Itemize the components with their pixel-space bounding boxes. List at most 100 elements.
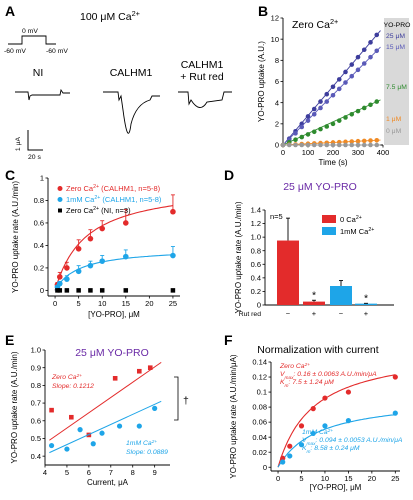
panel-c-fit-curve-zero-ca bbox=[54, 205, 173, 291]
panel-b-label: B bbox=[258, 3, 268, 19]
panel-e-label: E bbox=[5, 332, 14, 348]
panel-c-label: C bbox=[5, 167, 15, 183]
panel-e-data-point bbox=[90, 441, 96, 447]
panel-b-data-point bbox=[318, 126, 323, 132]
panel-e-x-tick-label: 5 bbox=[65, 468, 69, 477]
panel-b-y-axis-label: YO-PRO uptake (A.U.) bbox=[257, 41, 266, 122]
scale-bar bbox=[27, 130, 43, 151]
panel-d-significance-star: * bbox=[364, 292, 368, 304]
condition-rut-red-label: + Rut red bbox=[180, 71, 224, 83]
panel-b-data-point bbox=[293, 137, 298, 143]
panel-b-data-point bbox=[330, 142, 336, 148]
panel-f-y-tick-label: 0.12 bbox=[252, 373, 267, 382]
panel-c-x-tick-label: 15 bbox=[122, 299, 130, 308]
panel-b-data-point bbox=[324, 142, 330, 148]
panel-d-y-axis-label: YO-PRO uptake rate (A.U./min) bbox=[234, 201, 243, 313]
scale-bar-x-label: 20 s bbox=[28, 154, 41, 161]
panel-e-data-point bbox=[116, 423, 123, 429]
current-trace-calhm1-rut bbox=[178, 91, 232, 108]
panel-d-label: D bbox=[224, 167, 234, 183]
panel-c-data-point bbox=[170, 252, 176, 259]
panel-c-data-point bbox=[99, 288, 105, 293]
panel-e-data-point bbox=[147, 365, 153, 370]
panel-c-y-tick-label: 0.8 bbox=[34, 196, 44, 205]
panel-b-data-point bbox=[343, 80, 348, 85]
panel-e-x-tick-label: 8 bbox=[131, 468, 135, 477]
panel-f-series-label: 1mM Ca2+ bbox=[302, 428, 333, 437]
panel-c-legend-item: Zero Ca2+ (NI, n=3) bbox=[66, 206, 131, 215]
panel-e-x-tick-label: 9 bbox=[153, 468, 157, 477]
panel-b-data-point bbox=[355, 142, 361, 148]
condition-calhm1-rut-label: CALHM1 bbox=[181, 59, 224, 71]
panel-e-x-axis-label: Current, μA bbox=[87, 478, 129, 487]
current-trace-calhm1 bbox=[103, 91, 160, 134]
panel-c-legend-item: 1mM Ca2+ (CALHM1, n=5-8) bbox=[66, 195, 162, 204]
panel-f-data-point bbox=[310, 430, 316, 437]
panel-b-data-point bbox=[343, 69, 348, 75]
panel-b-legend-item: 0 μM bbox=[386, 128, 402, 135]
panel-b-data-point bbox=[349, 142, 355, 148]
panel-b-data-point bbox=[355, 54, 361, 60]
panel-d-bar bbox=[330, 286, 352, 305]
panel-d-category-label: + bbox=[364, 309, 369, 318]
panel-e-data-point bbox=[136, 423, 142, 429]
panel-f-data-point bbox=[392, 374, 398, 380]
panel-f-data-point bbox=[322, 395, 328, 401]
panel-f-km: Km: 7.5 ± 1.24 μM bbox=[280, 379, 334, 389]
panel-c-x-tick-label: 0 bbox=[53, 299, 57, 308]
panel-b-data-point bbox=[299, 124, 305, 130]
panel-f-series-label: Zero Ca2+ bbox=[279, 362, 310, 371]
panel-b-data-point bbox=[330, 92, 336, 98]
panel-e-x-tick-label: 4 bbox=[43, 468, 47, 477]
panel-c-data-point bbox=[57, 288, 63, 293]
panel-b-y-tick-label: 12 bbox=[271, 14, 279, 23]
panel-e-data-point bbox=[69, 414, 74, 420]
panel-c-data-point bbox=[122, 253, 129, 260]
panel-c-data-point bbox=[64, 265, 70, 271]
panel-b-data-point bbox=[299, 134, 305, 140]
panel-e-y-tick-label: 1.0 bbox=[31, 346, 41, 355]
panel-f-x-tick-label: 20 bbox=[368, 474, 376, 483]
panel-b-x-tick-label: 100 bbox=[302, 148, 315, 157]
panel-b-data-point bbox=[368, 142, 373, 148]
panel-d-y-tick-label: 0 bbox=[257, 301, 261, 310]
panel-b-data-point bbox=[355, 138, 361, 144]
panel-d-y-tick-label: 1.4 bbox=[251, 206, 261, 215]
panel-d-row-label: Rut red bbox=[239, 311, 262, 318]
panel-b-data-point bbox=[336, 142, 342, 148]
panel-e-data-point bbox=[77, 427, 83, 433]
panel-b-y-tick-label: 6 bbox=[275, 77, 279, 86]
panel-b-data-point bbox=[318, 105, 323, 111]
panel-b-data-point bbox=[280, 142, 286, 148]
condition-ni-label: NI bbox=[33, 67, 44, 79]
panel-f-y-tick-label: 0.04 bbox=[252, 433, 267, 442]
panel-c-legend-marker bbox=[57, 186, 63, 191]
panel-f-vmax: Vmax: 0.16 ± 0.0063 A.U./min/μA bbox=[280, 371, 377, 381]
panel-c-x-tick-label: 5 bbox=[77, 299, 81, 308]
panel-b-y-tick-label: 10 bbox=[271, 35, 279, 44]
panel-b-data-point bbox=[311, 142, 317, 148]
panel-f-y-tick-label: 0.02 bbox=[252, 448, 267, 457]
panel-f-data-point bbox=[345, 389, 351, 395]
panel-c-data-point bbox=[75, 268, 82, 275]
panel-b-axes: 0 100 200 300 400 0 2 4 6 8 10 12 bbox=[271, 14, 390, 157]
panel-b-x-axis-label: Time (s) bbox=[318, 158, 347, 167]
panel-c-fit-curve-1mm-ca bbox=[54, 254, 173, 291]
panel-b-y-tick-label: 4 bbox=[275, 98, 279, 107]
panel-e-data-point bbox=[49, 407, 54, 413]
panel-c-data-point bbox=[123, 288, 129, 293]
panel-e-x-tick-label: 6 bbox=[87, 468, 91, 477]
panel-b-data-point bbox=[368, 54, 373, 60]
panel-d-y-tick-label: 0.8 bbox=[251, 246, 261, 255]
panel-f-data-point bbox=[287, 453, 293, 459]
panel-b-data-point bbox=[361, 47, 367, 53]
panel-b-legend-item: 15 μM bbox=[386, 44, 405, 51]
panel-b-data-point bbox=[330, 84, 336, 90]
panel-d-category-label: − bbox=[286, 309, 291, 318]
panel-d-significance-star: * bbox=[312, 289, 316, 301]
panel-d-legend-item: 0 Ca2+ bbox=[340, 215, 362, 224]
panel-e-1mm-ca-label: 1mM Ca2+ bbox=[126, 439, 157, 448]
panel-d-y-tick-label: 0.4 bbox=[251, 273, 261, 282]
panel-b-y-tick-label: 2 bbox=[275, 119, 279, 128]
panel-b-data-point bbox=[336, 118, 342, 123]
